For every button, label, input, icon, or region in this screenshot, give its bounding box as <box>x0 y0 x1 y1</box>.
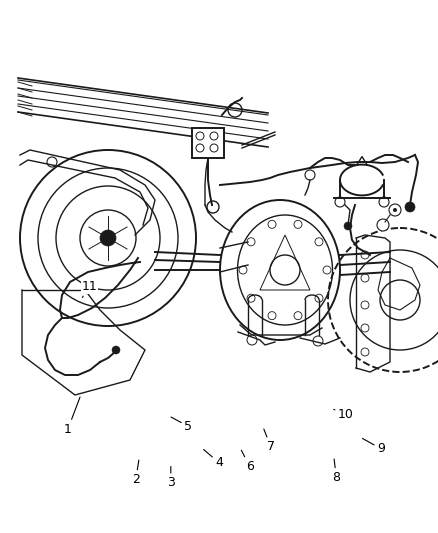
Circle shape <box>112 346 120 354</box>
Text: 8: 8 <box>332 459 340 484</box>
Circle shape <box>379 197 389 207</box>
Text: 11: 11 <box>82 280 98 297</box>
Text: 4: 4 <box>204 449 223 469</box>
Text: 6: 6 <box>241 450 254 473</box>
Circle shape <box>305 170 315 180</box>
Text: 7: 7 <box>264 429 275 453</box>
Text: 5: 5 <box>171 417 192 433</box>
Text: 3: 3 <box>167 466 175 489</box>
Circle shape <box>389 204 401 216</box>
Text: 1: 1 <box>64 397 80 435</box>
Circle shape <box>100 230 116 246</box>
FancyBboxPatch shape <box>192 128 224 158</box>
Circle shape <box>344 222 352 230</box>
Circle shape <box>393 208 397 212</box>
Text: 10: 10 <box>334 408 354 421</box>
Circle shape <box>335 197 345 207</box>
Circle shape <box>405 202 415 212</box>
Text: 2: 2 <box>132 460 140 486</box>
Text: 9: 9 <box>363 439 385 455</box>
Circle shape <box>377 219 389 231</box>
